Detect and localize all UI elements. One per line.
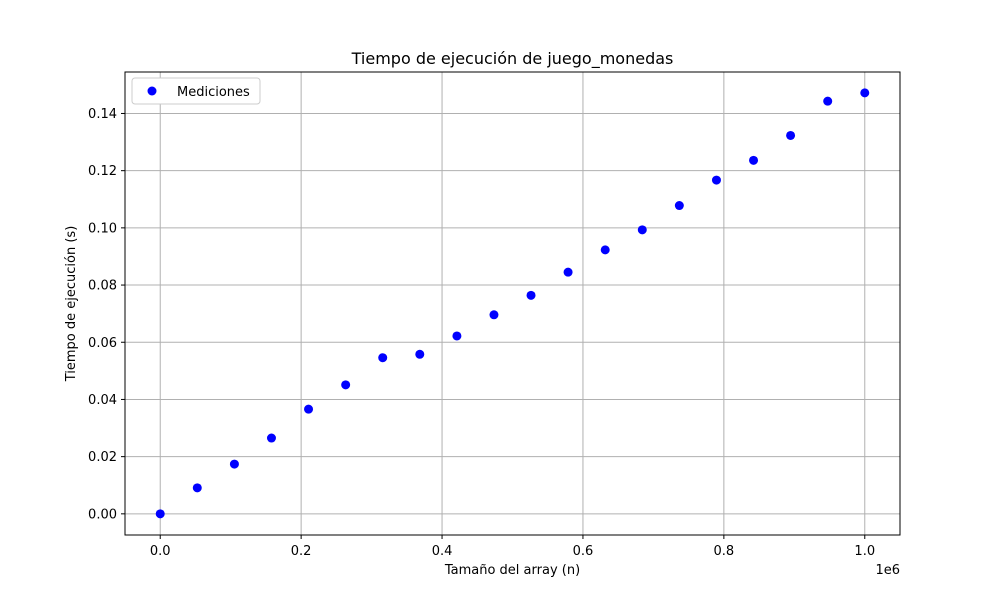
y-tick-label: 0.06 xyxy=(88,336,117,351)
data-point xyxy=(155,509,165,519)
x-tick-label: 0.0 xyxy=(150,544,171,559)
data-point xyxy=(860,88,870,98)
y-axis-label: Tiempo de ejecución (s) xyxy=(64,226,79,383)
data-point xyxy=(229,459,239,469)
chart-title: Tiempo de ejecución de juego_monedas xyxy=(351,49,674,69)
y-tick-label: 0.08 xyxy=(88,279,117,294)
x-tick-label: 0.6 xyxy=(573,544,594,559)
data-point xyxy=(600,245,610,255)
data-point xyxy=(526,290,536,300)
x-tick-label: 0.8 xyxy=(714,544,735,559)
legend-marker xyxy=(147,86,157,96)
x-axis-label: Tamaño del array (n) xyxy=(444,563,580,578)
data-point xyxy=(266,433,276,443)
x-tick-label: 1.0 xyxy=(854,544,875,559)
data-point xyxy=(786,130,796,140)
data-point xyxy=(749,155,759,165)
y-tick-label: 0.12 xyxy=(88,164,117,179)
data-point xyxy=(489,310,499,320)
data-point xyxy=(823,96,833,106)
data-point xyxy=(415,349,425,359)
data-point xyxy=(452,331,462,341)
y-tick-label: 0.04 xyxy=(88,393,117,408)
y-tick-label: 0.10 xyxy=(88,221,117,236)
data-point xyxy=(674,201,684,211)
y-tick-label: 0.14 xyxy=(88,107,117,122)
data-point xyxy=(711,175,721,185)
y-tick-label: 0.00 xyxy=(88,507,117,522)
x-tick-label: 0.4 xyxy=(432,544,453,559)
plot-frame xyxy=(124,71,901,536)
x-tick-label: 0.2 xyxy=(291,544,312,559)
data-point xyxy=(341,380,351,390)
y-tick-label: 0.02 xyxy=(88,450,117,465)
legend-label: Mediciones xyxy=(177,85,250,100)
data-point xyxy=(192,483,202,493)
x-axis-offset-label: 1e6 xyxy=(875,563,900,578)
data-point xyxy=(304,404,314,414)
data-point xyxy=(637,225,647,235)
data-points xyxy=(155,88,870,519)
data-point xyxy=(378,353,388,363)
legend-box xyxy=(131,77,261,105)
grid xyxy=(125,72,900,535)
axis-ticks: 0.0 0.2 0.4 0.6 0.8 1.0 0.00 0.02 0.04 0.06 0.08 0.… xyxy=(88,107,875,559)
data-point xyxy=(563,267,573,277)
legend: Mediciones xyxy=(131,77,261,105)
plot-area xyxy=(125,72,900,535)
